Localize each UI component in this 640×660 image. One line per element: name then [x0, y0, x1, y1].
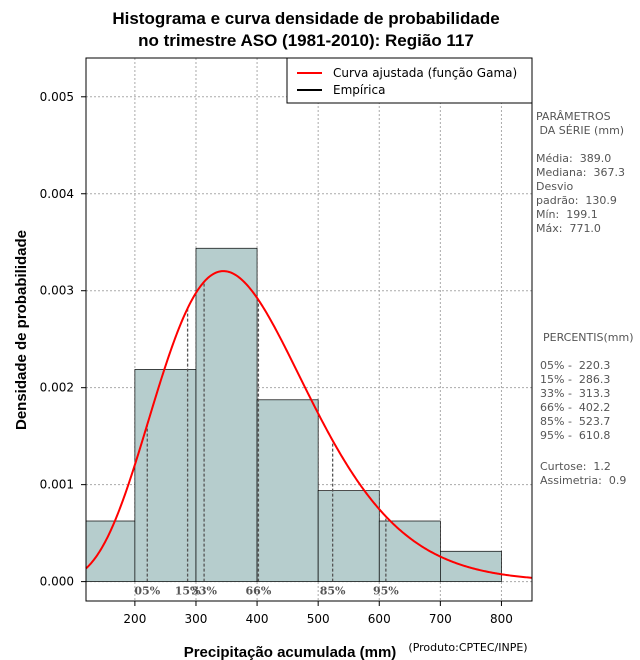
percentiles-values: 05% - 220.3 15% - 286.3 33% - 313.3 66% …	[540, 359, 611, 442]
legend-label-curve: Curva ajustada (função Gama)	[333, 66, 517, 80]
percentile-label: 05%	[134, 585, 160, 598]
gamma-fit-curve	[85, 270, 533, 579]
percentiles-title: PERCENTIS(mm)	[543, 331, 634, 344]
histogram-bar	[195, 247, 258, 582]
x-tick-label: 800	[490, 612, 513, 626]
x-tick-label: 600	[368, 612, 391, 626]
chart-title-line2: no trimestre ASO (1981-2010): Região 117	[138, 31, 474, 50]
x-tick-label: 500	[307, 612, 330, 626]
percentile-label: 85%	[320, 585, 346, 598]
chart-title-line1: Histograma e curva densidade de probabil…	[112, 9, 499, 28]
percentile-label: 15%	[175, 585, 201, 598]
y-tick-label: 0.001	[40, 478, 74, 492]
y-tick-label: 0.005	[40, 90, 74, 104]
percentile-labels: 05% 15%33% 66% 85% 95%	[134, 585, 399, 598]
histogram-bars	[85, 247, 502, 582]
legend-label-empirical: Empírica	[333, 83, 385, 97]
percentile-label: 66%	[246, 585, 272, 598]
y-axis-label: Densidade de probabilidade	[13, 230, 30, 430]
histogram-bar	[134, 369, 197, 582]
histogram-bar	[256, 399, 319, 582]
histogram-bar	[317, 490, 380, 582]
y-tick-label: 0.002	[40, 381, 74, 395]
x-axis-label: Precipitação acumulada (mm)	[184, 644, 397, 660]
x-axis-ticks: 200 300 400 500 600 700 800	[123, 601, 513, 626]
y-tick-label: 0.003	[40, 284, 74, 298]
x-tick-label: 300	[185, 612, 208, 626]
x-tick-label: 200	[123, 612, 146, 626]
x-tick-label: 700	[429, 612, 452, 626]
y-axis-ticks: 0.000 0.001 0.002 0.003 0.004 0.005	[40, 90, 86, 589]
params-title: PARÂMETROS DA SÉRIE (mm)	[536, 110, 625, 137]
x-tick-label: 400	[246, 612, 269, 626]
legend: Curva ajustada (função Gama) Empírica	[286, 57, 533, 104]
percentile-lines	[146, 281, 387, 582]
percentile-label: 33%	[191, 585, 217, 598]
y-tick-label: 0.004	[40, 187, 74, 201]
histogram-bar	[440, 550, 502, 582]
shape-stats: Curtose: 1.2 Assimetria: 0.9	[540, 460, 627, 487]
params-values: Média: 389.0 Mediana: 367.3 Desvio padrã…	[536, 152, 625, 235]
y-tick-label: 0.000	[40, 575, 74, 589]
legend-box	[286, 57, 533, 104]
percentile-label: 95%	[373, 585, 399, 598]
product-credit: (Produto:CPTEC/INPE)	[408, 641, 527, 654]
